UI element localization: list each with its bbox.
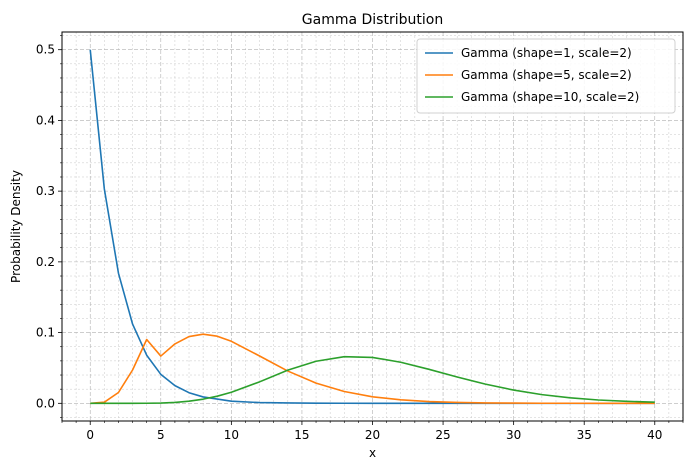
x-tick-label: 35	[577, 428, 592, 442]
x-tick-label: 25	[435, 428, 450, 442]
x-tick-label: 15	[294, 428, 309, 442]
x-axis-title: x	[369, 446, 376, 460]
y-tick-label: 0.0	[36, 396, 55, 410]
y-tick-label: 0.3	[36, 184, 55, 198]
legend-label: Gamma (shape=5, scale=2)	[461, 68, 632, 82]
x-axis-ticks: 0 5 10 15 20 25 30 35 40	[61, 421, 684, 442]
x-tick-label: 30	[506, 428, 521, 442]
legend-box	[416, 38, 676, 114]
plot-area: 0 5 10 15 20 25 30 35 40 0.0 0.1 0.2 0.3 0.4 0.5	[36, 31, 684, 442]
y-tick-label: 0.4	[36, 113, 55, 127]
x-tick-label: 5	[157, 428, 165, 442]
y-tick-label: 0.1	[36, 326, 55, 340]
series-line-2	[90, 333, 655, 405]
y-axis-ticks: 0.0 0.1 0.2 0.3 0.4 0.5	[36, 35, 62, 418]
legend: Gamma (shape=1, scale=2) Gamma (shape=5, …	[416, 38, 676, 114]
y-tick-label: 0.2	[36, 255, 55, 269]
series-lines	[89, 49, 655, 405]
y-axis-title: Probability Density	[9, 170, 23, 283]
series-line-3	[90, 355, 655, 405]
legend-label: Gamma (shape=1, scale=2)	[461, 46, 632, 60]
legend-label: Gamma (shape=10, scale=2)	[461, 90, 639, 104]
x-tick-label: 40	[647, 428, 662, 442]
chart-title: Gamma Distribution	[302, 12, 443, 28]
x-tick-label: 10	[224, 428, 239, 442]
y-tick-label: 0.5	[36, 43, 55, 57]
x-tick-label: 20	[365, 428, 380, 442]
x-tick-label: 0	[86, 428, 94, 442]
